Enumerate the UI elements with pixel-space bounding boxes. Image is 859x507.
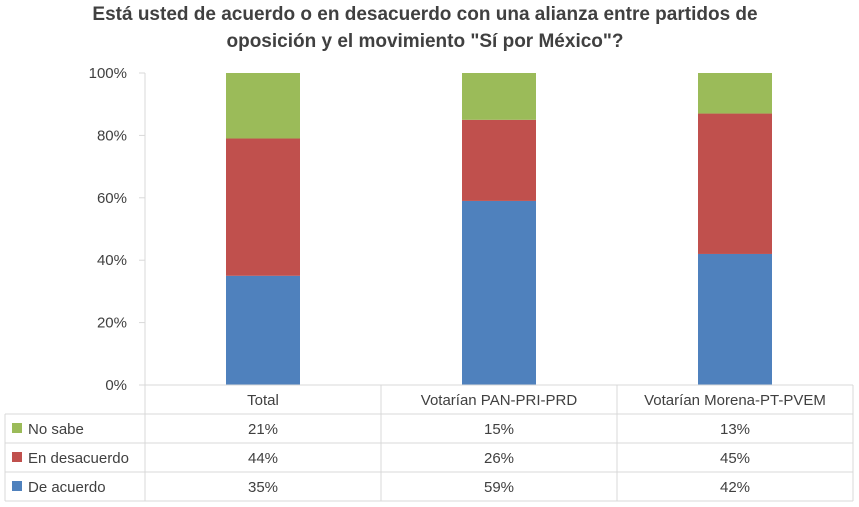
data-value-label: 42%	[720, 479, 750, 496]
data-value-label: 15%	[484, 421, 514, 438]
data-table: Total Votarían PAN-PRI-PRD Votarían Morena…	[4, 384, 854, 502]
y-tick-label: 0%	[105, 377, 127, 394]
y-tick-label: 40%	[97, 252, 127, 269]
data-value-label: 45%	[720, 450, 750, 467]
bar-segment-en-desacuerdo	[698, 113, 772, 254]
data-value-label: 26%	[484, 450, 514, 467]
y-tick-label: 100%	[89, 65, 127, 82]
data-value-label: 44%	[248, 450, 278, 467]
bar-segment-de-acuerdo	[698, 253, 772, 385]
chart-title-line-1: Está usted de acuerdo o en desacuerdo co…	[92, 4, 757, 25]
chart-title-line-2: oposición y el movimiento "Sí por México…	[226, 31, 623, 52]
bar-segment-no-sabe	[462, 73, 536, 120]
bar-segment-no-sabe	[226, 73, 300, 139]
y-axis: 0% 20% 40% 60% 80% 100%	[89, 65, 146, 394]
legend-label: De acuerdo	[28, 479, 106, 496]
category-label: Votarían Morena-PT-PVEM	[644, 392, 826, 409]
y-tick-label: 20%	[97, 315, 127, 332]
legend-swatch	[12, 452, 22, 462]
legend-label: No sabe	[28, 421, 84, 438]
bar-segment-de-acuerdo	[226, 275, 300, 385]
bar-segment-no-sabe	[698, 73, 772, 114]
bar-segment-en-desacuerdo	[226, 138, 300, 276]
y-tick-label: 80%	[97, 127, 127, 144]
bars	[226, 73, 772, 385]
legend-label: En desacuerdo	[28, 450, 129, 467]
category-label: Total	[247, 392, 279, 409]
y-tick-label: 60%	[97, 190, 127, 207]
data-value-label: 13%	[720, 421, 750, 438]
data-value-label: 35%	[248, 479, 278, 496]
legend-swatch	[12, 423, 22, 433]
category-label: Votarían PAN-PRI-PRD	[421, 392, 578, 409]
legend-swatch	[12, 481, 22, 491]
data-value-label: 21%	[248, 421, 278, 438]
bar-segment-de-acuerdo	[462, 200, 536, 385]
data-value-label: 59%	[484, 479, 514, 496]
bar-segment-en-desacuerdo	[462, 119, 536, 201]
